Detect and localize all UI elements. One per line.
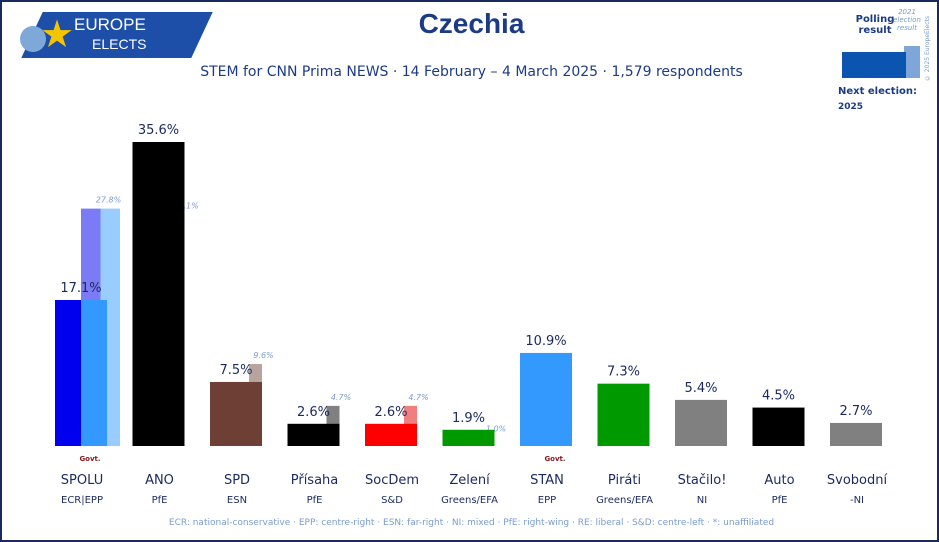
party-name: Stačilo! <box>678 473 727 488</box>
govt-label: Govt. <box>79 455 100 463</box>
poll-bar <box>752 407 805 446</box>
poll-bar <box>55 299 81 446</box>
legend-polling-swatch <box>842 52 906 78</box>
party-name: Zelení <box>449 473 490 488</box>
poll-value-label: 2.6% <box>374 405 407 420</box>
previous-result-label: 27.8% <box>96 196 121 205</box>
party-name: STAN <box>530 473 564 488</box>
party-name: Svobodní <box>827 473 888 488</box>
poll-bar <box>210 381 262 446</box>
previous-result-label: 1.0% <box>486 424 506 433</box>
poll-bar <box>520 352 572 446</box>
poll-bar <box>830 422 882 446</box>
poll-bar <box>365 423 417 446</box>
poll-bar <box>81 299 107 446</box>
party-group: Greens/EFA <box>441 495 498 506</box>
party-group: ESN <box>227 495 247 506</box>
logo-line1: EUROPE <box>74 15 146 34</box>
previous-result-label: 4.7% <box>408 393 428 402</box>
legend-previous: 2021 election result <box>893 8 921 32</box>
party-name: SPD <box>224 473 250 488</box>
globe-icon <box>20 26 46 52</box>
poll-value-label: 4.5% <box>762 389 795 404</box>
logo-line2: ELECTS <box>92 36 147 52</box>
party-group: ECR|EPP <box>61 495 103 506</box>
previous-result-label: 9.6% <box>253 351 273 360</box>
poll-bar <box>132 142 185 446</box>
next-election-label: Next election: <box>838 86 917 97</box>
party-group: EPP <box>538 495 556 506</box>
poll-bar <box>675 399 727 446</box>
legend: Polling result 2021 election result © 20… <box>838 6 937 121</box>
party-name: Přísaha <box>291 473 339 488</box>
party-group: Greens/EFA <box>596 495 653 506</box>
party-group: -NI <box>850 495 864 506</box>
chart-title: Czechia <box>418 8 525 39</box>
party-name: SPOLU <box>61 473 103 488</box>
party-name: ANO <box>145 473 174 488</box>
poll-bar <box>442 429 495 446</box>
previous-result-label: 4.7% <box>331 393 351 402</box>
party-group: S&D <box>381 495 403 506</box>
chart-subtitle: STEM for CNN Prima NEWS · 14 February – … <box>200 64 743 80</box>
poll-value-label: 2.6% <box>297 405 330 420</box>
party-group: PfE <box>772 495 788 506</box>
legend-previous-swatch <box>904 46 920 78</box>
poll-value-label: 1.9% <box>452 411 485 426</box>
party-name: Auto <box>764 473 794 488</box>
poll-value-label: 7.3% <box>607 365 640 380</box>
poll-value-label: 2.7% <box>839 404 872 419</box>
poll-value-label: 7.5% <box>219 363 252 378</box>
party-group: PfE <box>307 495 323 506</box>
poll-bar <box>287 423 340 446</box>
poll-bar <box>597 383 650 446</box>
govt-label: Govt. <box>544 455 565 463</box>
next-election-year: 2025 <box>838 102 864 112</box>
poll-value-label: 5.4% <box>684 381 717 396</box>
party-name: Piráti <box>608 473 641 488</box>
legend-polling: Polling result <box>855 14 895 36</box>
footnote: ECR: national-conservative · EPP: centre… <box>168 518 775 528</box>
party-name: SocDem <box>365 473 419 488</box>
previous-result-label: 27.1% <box>173 202 198 211</box>
poll-value-label: 35.6% <box>138 123 179 138</box>
star-icon: ★ <box>40 12 75 56</box>
europe-elects-logo: ★ EUROPE ELECTS <box>12 12 213 58</box>
party-group: PfE <box>152 495 168 506</box>
poll-value-label: 10.9% <box>525 334 566 349</box>
party-group: NI <box>697 495 707 506</box>
poll-value-label: 17.1% <box>60 281 101 296</box>
